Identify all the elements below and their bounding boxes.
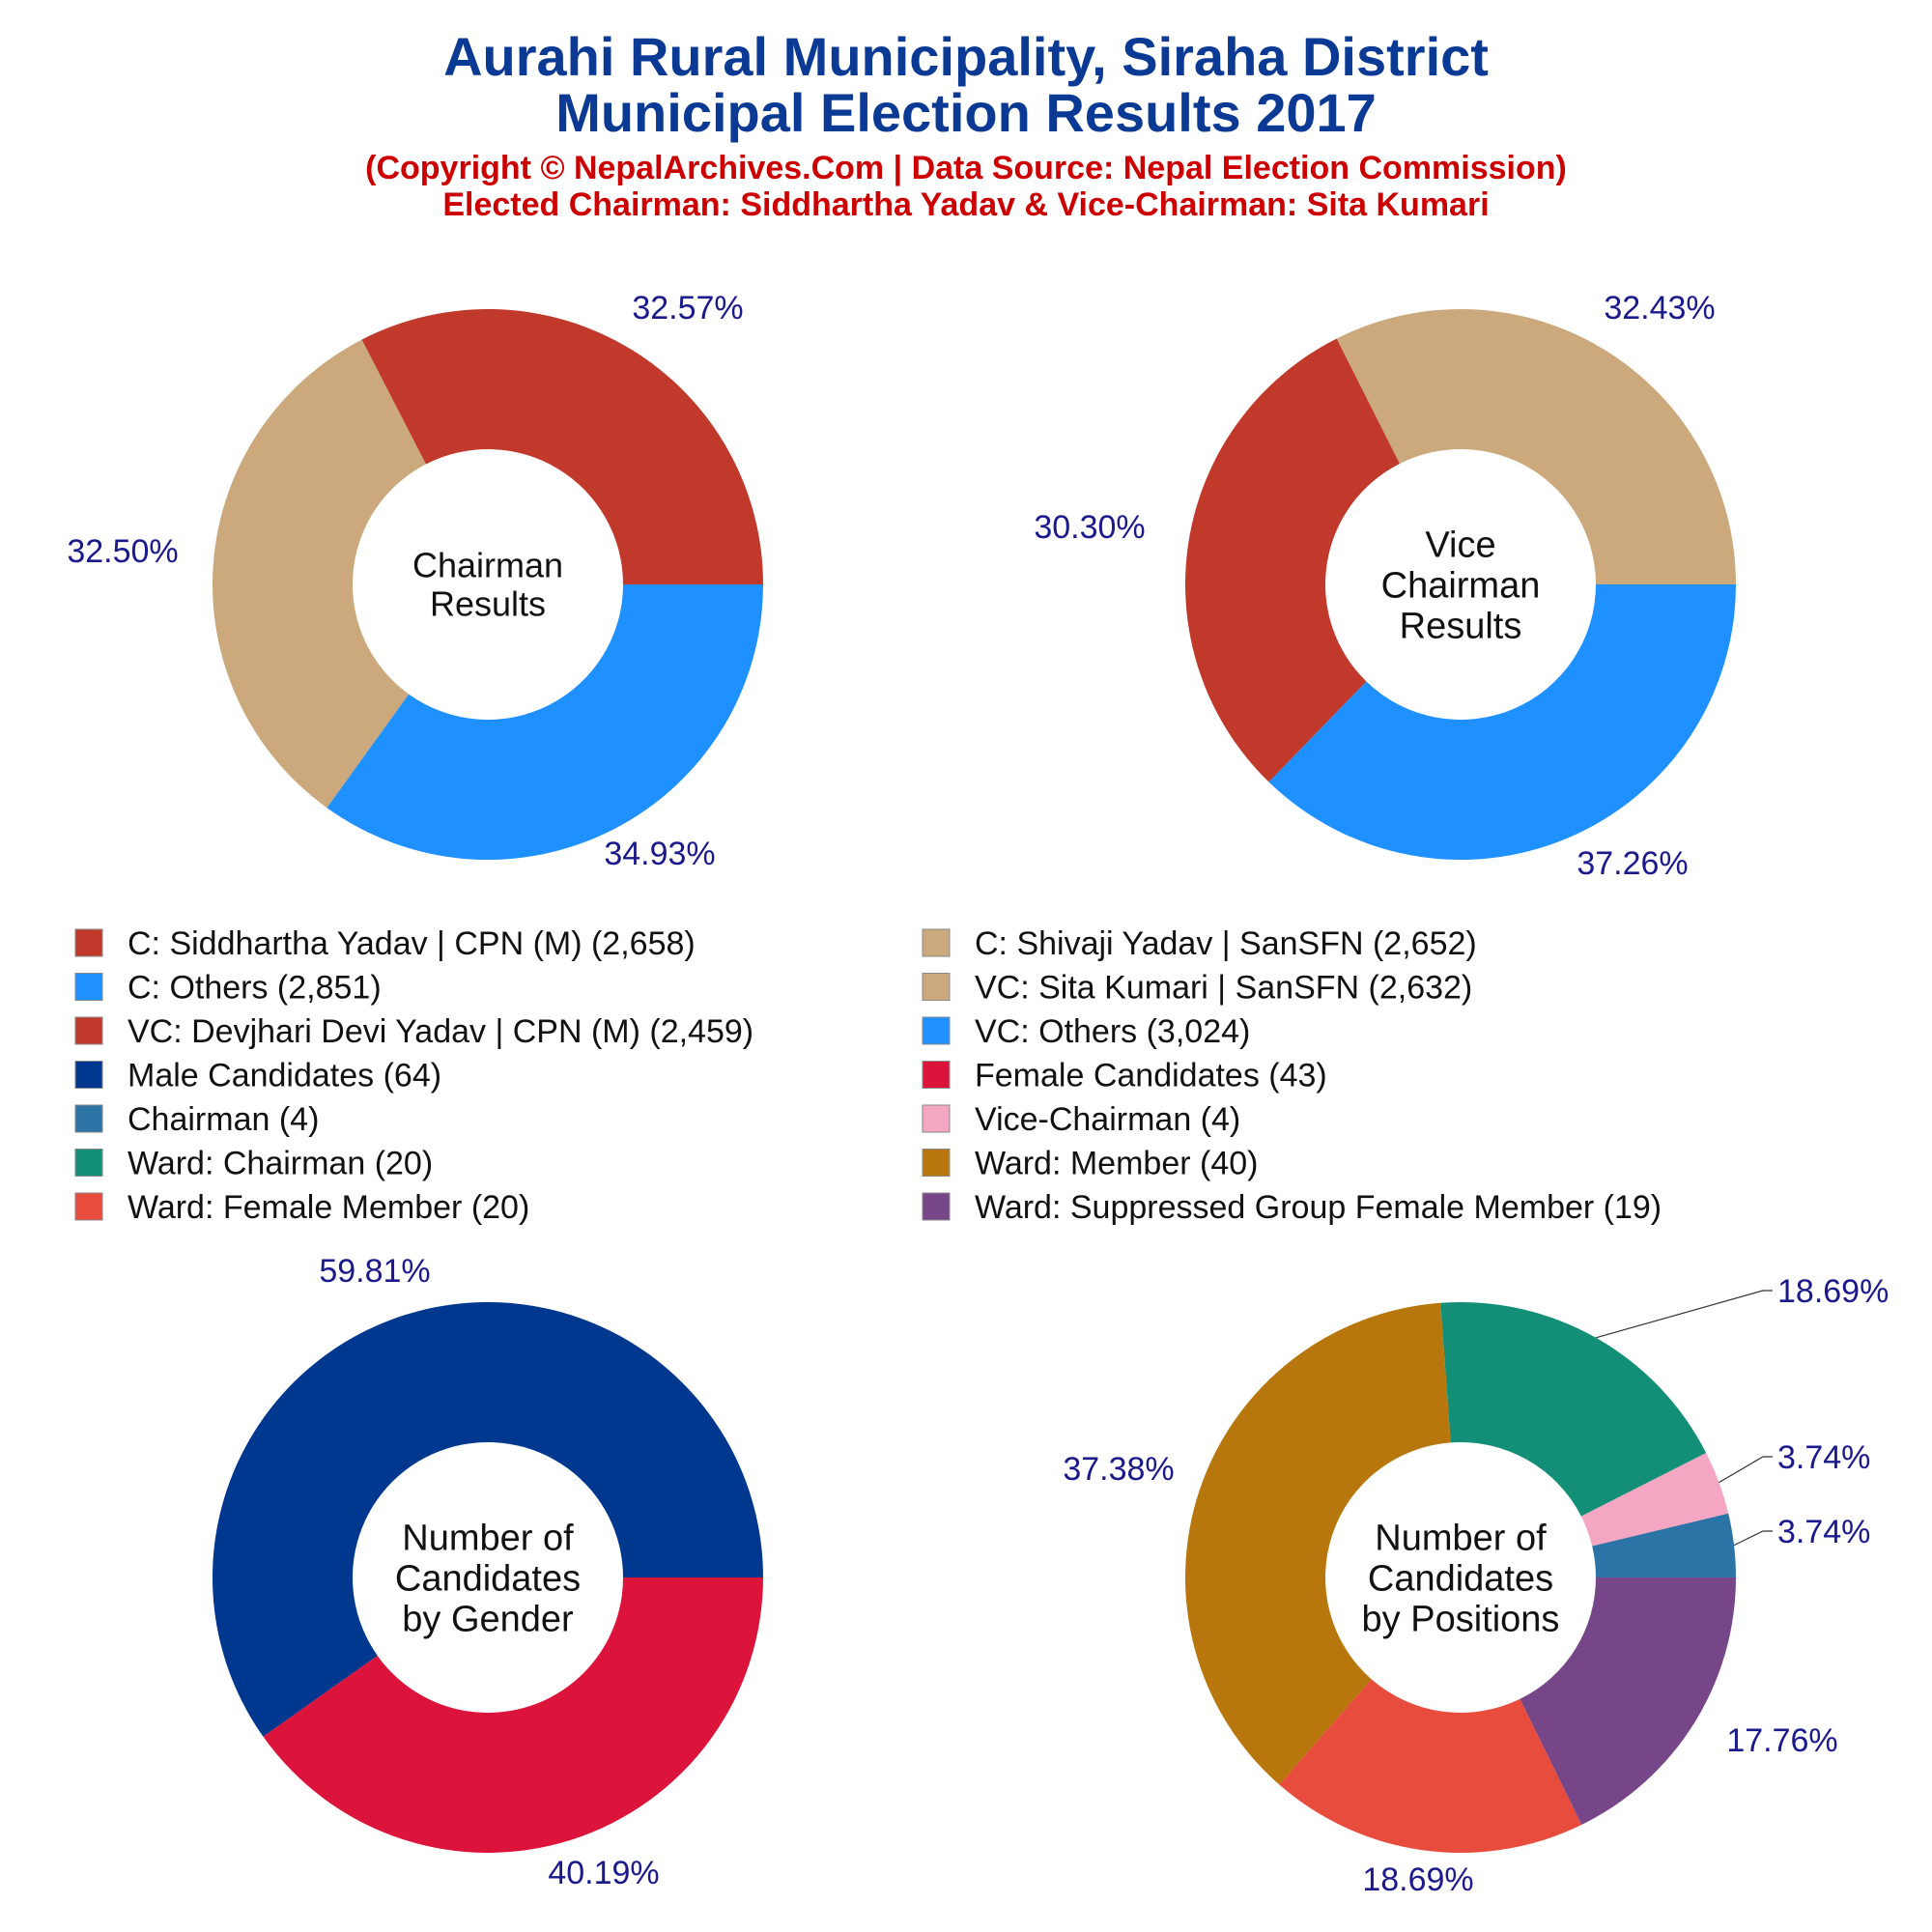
donut-slice [1185, 1302, 1451, 1785]
elected-subtitle: Elected Chairman: Siddhartha Yadav & Vic… [442, 186, 1490, 223]
legend-label: C: Others (2,851) [128, 970, 382, 1007]
percent-label: 32.50% [67, 533, 178, 570]
legend-swatch [74, 1149, 103, 1177]
legend-swatch [74, 1104, 103, 1133]
percent-label: 30.30% [1034, 509, 1145, 546]
donut-center-label: Chairman [412, 546, 563, 585]
donut-center-label: Number of [1375, 1518, 1547, 1558]
chart-title-line-2: Municipal Election Results 2017 [555, 82, 1377, 143]
positions-donut-chart: 3.74% 3.74% 18.69% 37.38% 18.69% 17.76% Number… [1063, 1273, 1889, 1898]
legend-label: Ward: Chairman (20) [128, 1146, 433, 1182]
legend-swatch [922, 1104, 951, 1133]
legend-swatch [74, 1016, 103, 1045]
legend-swatch [922, 1061, 951, 1089]
donut-slice [213, 1302, 764, 1737]
donut-center-label: Chairman [1381, 565, 1541, 606]
donut-slice [1440, 1302, 1707, 1517]
donut-slice [327, 584, 763, 860]
donut-slice [1279, 1679, 1582, 1854]
legend-label: Vice-Chairman (4) [975, 1101, 1240, 1138]
legend-label: Ward: Suppressed Group Female Member (19… [975, 1189, 1662, 1226]
donut-slice [1268, 584, 1736, 860]
donut-slice [213, 339, 426, 809]
donut-center-label: Results [430, 584, 546, 624]
percent-label: 17.76% [1726, 1722, 1837, 1759]
percent-label: 3.74% [1777, 1439, 1870, 1476]
donut-slice [1185, 338, 1400, 782]
percent-label: 34.93% [604, 836, 715, 872]
donut-center-label: by Gender [402, 1599, 574, 1639]
legend-swatch [74, 1192, 103, 1221]
legend: C: Siddhartha Yadav | CPN (M) (2,658) C: … [74, 925, 1662, 1226]
percent-label: 18.69% [1777, 1273, 1889, 1310]
donut-center-label: Candidates [395, 1558, 581, 1599]
percent-label: 37.38% [1063, 1451, 1174, 1488]
percent-label: 32.57% [632, 290, 743, 327]
legend-label: Ward: Member (40) [975, 1146, 1258, 1182]
donut-center-label: Number of [402, 1518, 574, 1558]
donut-center-label: Results [1400, 606, 1522, 646]
legend-label: Ward: Female Member (20) [128, 1189, 529, 1226]
donut-slice [1336, 308, 1736, 584]
legend-label: C: Siddhartha Yadav | CPN (M) (2,658) [128, 925, 696, 962]
legend-swatch [922, 973, 951, 1001]
legend-label: VC: Others (3,024) [975, 1013, 1250, 1050]
legend-swatch [74, 973, 103, 1001]
legend-label: Female Candidates (43) [975, 1058, 1327, 1094]
copyright-subtitle: (Copyright © NepalArchives.Com | Data So… [365, 150, 1567, 186]
legend-swatch [922, 1016, 951, 1045]
legend-swatch [922, 1192, 951, 1221]
leader-line [1719, 1456, 1773, 1484]
legend-label: Male Candidates (64) [128, 1058, 441, 1094]
percent-label: 32.43% [1604, 290, 1715, 327]
percent-label: 59.81% [319, 1253, 430, 1290]
donut-center-label: Candidates [1368, 1558, 1553, 1599]
leader-line [1733, 1530, 1773, 1547]
legend-swatch [922, 928, 951, 957]
legend-label: Chairman (4) [128, 1101, 319, 1138]
legend-swatch [74, 928, 103, 957]
legend-swatch [74, 1061, 103, 1089]
legend-label: VC: Devjhari Devi Yadav | CPN (M) (2,459… [128, 1013, 753, 1050]
percent-label: 3.74% [1777, 1514, 1870, 1550]
legend-swatch [922, 1149, 951, 1177]
donut-slice [1520, 1577, 1736, 1825]
percent-label: 37.26% [1577, 845, 1688, 882]
donut-slice [263, 1577, 763, 1854]
donut-slice [1580, 1452, 1729, 1547]
donut-slice [361, 309, 763, 584]
legend-label: C: Shivaji Yadav | SanSFN (2,652) [975, 925, 1477, 962]
percent-label: 18.69% [1362, 1861, 1473, 1898]
chart-title-line-1: Aurahi Rural Municipality, Siraha Distri… [443, 26, 1489, 87]
donut-slice [1592, 1513, 1737, 1577]
percent-label: 40.19% [548, 1855, 659, 1891]
donut-center-label: Vice [1425, 525, 1495, 565]
donut-center-label: by Positions [1362, 1599, 1560, 1639]
legend-label: VC: Sita Kumari | SanSFN (2,632) [975, 970, 1472, 1007]
leader-line [1595, 1290, 1773, 1339]
